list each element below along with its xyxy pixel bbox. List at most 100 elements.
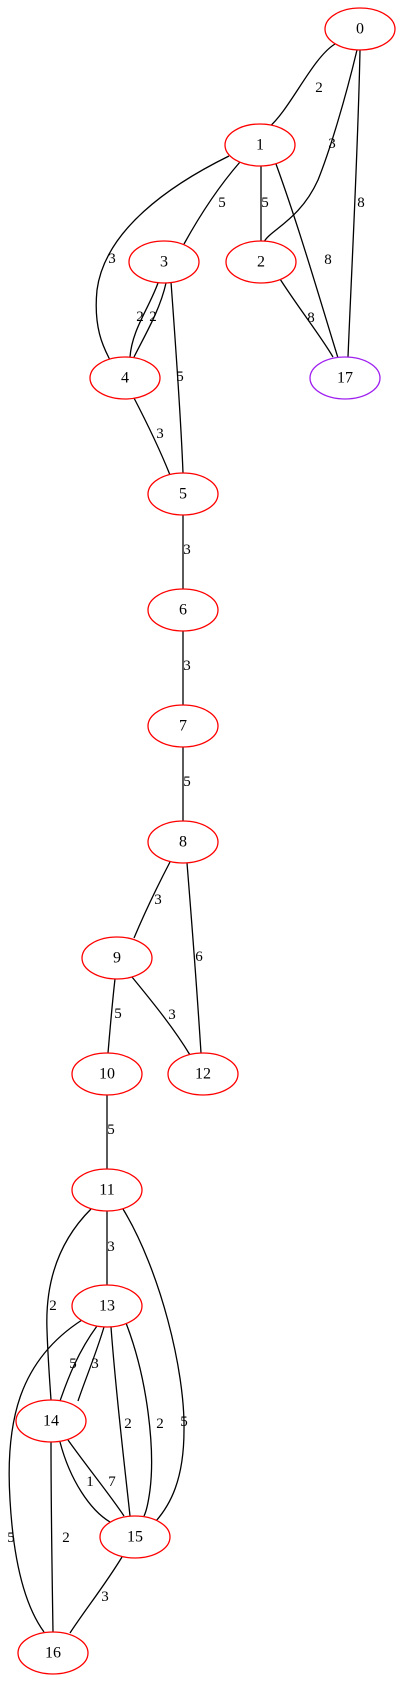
- edge-line: [347, 49, 361, 358]
- edge-weight-label: 3: [183, 658, 191, 674]
- node-1: 1: [224, 123, 296, 167]
- node-3: 3: [128, 240, 200, 284]
- edge-weight-label: 3: [91, 1356, 99, 1372]
- node-label: 7: [179, 718, 187, 735]
- edge-13-15: 2: [110, 1326, 132, 1517]
- node-label: 14: [43, 1413, 59, 1430]
- node-ellipse: [89, 356, 161, 400]
- node-ellipse: [147, 588, 219, 632]
- node-12: 12: [167, 1052, 239, 1096]
- node-ellipse: [17, 1631, 89, 1675]
- edge-weight-label: 2: [315, 80, 323, 96]
- edge-weight-label: 8: [357, 195, 365, 211]
- edge-line: [125, 1322, 153, 1517]
- edge-line: [67, 1439, 125, 1517]
- edge-weight-label: 8: [307, 310, 315, 326]
- edge-14-15: 7: [67, 1439, 125, 1517]
- edge-line: [8, 1319, 83, 1633]
- node-label: 9: [113, 950, 121, 967]
- edge-0-1: 2: [267, 43, 336, 129]
- edge-weight-label: 3: [168, 1007, 176, 1023]
- edge-13-14: 5: [59, 1325, 98, 1402]
- node-label: 15: [127, 1529, 143, 1546]
- edge-weight-label: 7: [108, 1474, 116, 1490]
- edge-6-7: 3: [182, 631, 191, 705]
- edge-line: [279, 278, 334, 358]
- edge-weight-label: 5: [7, 1530, 15, 1546]
- edge-4-5: 3: [133, 397, 171, 476]
- edge-5-6: 3: [182, 515, 191, 589]
- edge-line: [133, 397, 171, 476]
- node-7: 7: [147, 704, 219, 748]
- node-13: 13: [71, 1284, 143, 1328]
- node-ellipse: [99, 1515, 171, 1559]
- node-ellipse: [224, 123, 296, 167]
- node-16: 16: [17, 1631, 89, 1675]
- edge-15-16: 3: [69, 1556, 123, 1634]
- edge-line: [59, 1441, 111, 1523]
- node-label: 2: [257, 254, 265, 271]
- edge-13-15: 2: [125, 1322, 164, 1517]
- node-ellipse: [15, 1399, 87, 1443]
- edge-line: [46, 1208, 92, 1401]
- edge-weight-label: 2: [49, 1298, 57, 1314]
- edge-line: [133, 861, 171, 939]
- edge-line: [69, 1556, 123, 1634]
- node-5: 5: [147, 472, 219, 516]
- node-15: 15: [99, 1515, 171, 1559]
- edge-weight-label: 2: [124, 1416, 132, 1432]
- edge-weight-label: 3: [101, 1589, 109, 1605]
- edge-weight-label: 5: [218, 195, 226, 211]
- edge-weight-label: 6: [195, 949, 203, 965]
- edge-10-11: 5: [106, 1095, 115, 1169]
- edge-line: [263, 49, 358, 243]
- edge-11-14: 2: [46, 1208, 92, 1401]
- edge-weight-label: 3: [183, 542, 191, 558]
- node-label: 6: [179, 602, 187, 619]
- edge-13-14: 3: [77, 1326, 105, 1402]
- edge-line: [129, 282, 159, 358]
- node-label: 11: [99, 1182, 114, 1199]
- edge-0-2: 3: [263, 49, 358, 243]
- edge-weight-label: 3: [156, 426, 164, 442]
- edge-9-10: 5: [107, 978, 122, 1054]
- node-label: 8: [179, 834, 187, 851]
- edge-line: [275, 163, 339, 359]
- node-label: 4: [121, 370, 129, 387]
- edge-weight-label: 3: [107, 1239, 115, 1255]
- node-ellipse: [324, 7, 396, 51]
- edge-3-4: 2: [133, 282, 167, 358]
- node-17: 17: [309, 356, 381, 400]
- node-label: 5: [179, 486, 187, 503]
- edge-line: [186, 862, 202, 1054]
- node-ellipse: [147, 820, 219, 864]
- node-label: 10: [99, 1066, 115, 1083]
- node-label: 3: [160, 254, 168, 271]
- node-9: 9: [81, 936, 153, 980]
- edge-weight-label: 5: [69, 1356, 77, 1372]
- edge-1-17: 8: [275, 163, 339, 359]
- edge-weight-label: 2: [156, 1416, 164, 1432]
- edge-weight-label: 5: [176, 369, 184, 385]
- node-label: 13: [99, 1298, 115, 1315]
- node-ellipse: [71, 1284, 143, 1328]
- edge-3-5: 5: [170, 281, 184, 474]
- node-ellipse: [147, 472, 219, 516]
- edge-0-17: 8: [347, 49, 365, 358]
- edge-line: [110, 1326, 131, 1517]
- edge-2-17: 8: [279, 278, 334, 358]
- edge-line: [133, 282, 167, 358]
- edge-line: [122, 1208, 185, 1522]
- node-14: 14: [15, 1399, 87, 1443]
- node-label: 16: [45, 1645, 61, 1662]
- edge-9-12: 3: [131, 976, 191, 1056]
- edge-weight-label: 5: [183, 774, 191, 790]
- node-11: 11: [71, 1168, 143, 1212]
- edge-13-16: 5: [7, 1319, 83, 1633]
- node-2: 2: [225, 240, 297, 284]
- edge-1-3: 5: [183, 161, 241, 245]
- node-4: 4: [89, 356, 161, 400]
- node-6: 6: [147, 588, 219, 632]
